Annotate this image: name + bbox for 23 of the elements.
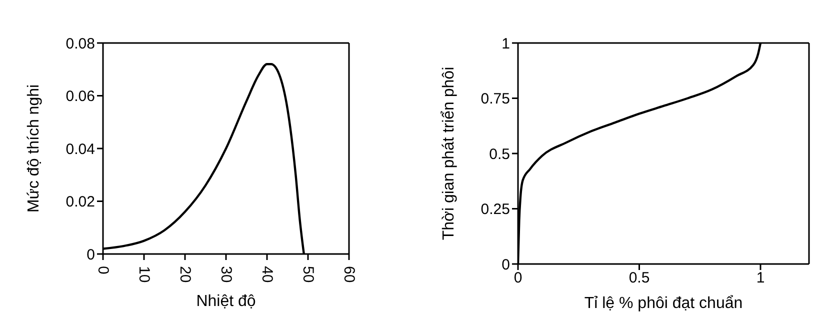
- x-tick-label: 1: [756, 270, 765, 287]
- y-tick-label: 0.06: [66, 88, 95, 106]
- x-axis-title: Nhiệt độ: [196, 293, 256, 310]
- x-tick-label: 50: [300, 266, 316, 283]
- y-tick-label: 0.5: [489, 146, 510, 163]
- y-tick-label: 0.02: [66, 194, 95, 211]
- x-tick-label: 40: [258, 266, 276, 283]
- x-tick-label: 0: [94, 266, 112, 274]
- x-axis-title: Tỉ lệ % phôi đạt chuẩn: [584, 295, 743, 312]
- y-tick-label: 0.08: [66, 35, 95, 52]
- x-tick-label: 0.5: [628, 270, 650, 287]
- y-tick-label: 0.75: [480, 90, 510, 108]
- x-tick-label: 0: [514, 270, 522, 287]
- x-tick-label: 20: [176, 266, 194, 283]
- y-tick-label: 0: [86, 246, 95, 264]
- y-axis-title: Thời gian phát triển phôi: [440, 66, 458, 240]
- y-axis-title: Mức độ thích nghi: [26, 84, 43, 213]
- x-tick-label: 60: [340, 266, 358, 283]
- x-tick-label: 10: [136, 266, 152, 283]
- y-tick-label: 0.04: [66, 140, 95, 158]
- y-tick-label: 0.25: [480, 201, 510, 218]
- x-tick-label: 30: [218, 266, 234, 283]
- y-tick-label: 1: [502, 35, 510, 52]
